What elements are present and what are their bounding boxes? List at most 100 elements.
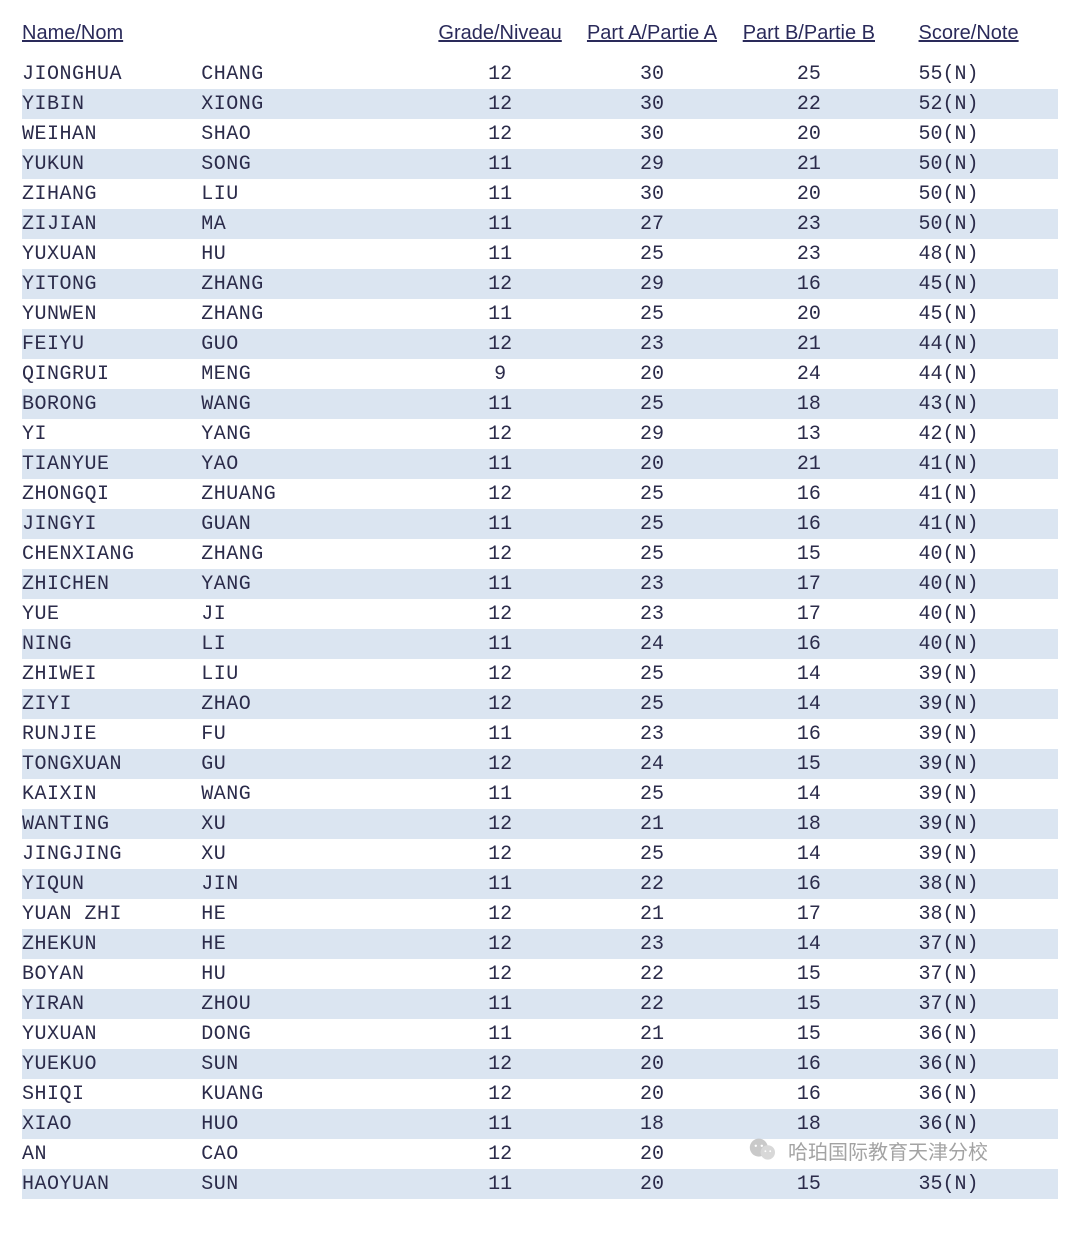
cell-last: ZHOU: [201, 993, 425, 1016]
cell-parta: 25: [575, 513, 729, 536]
cell-parta: 18: [575, 1113, 729, 1136]
cell-parta: 25: [575, 243, 729, 266]
cell-parta: 25: [575, 693, 729, 716]
cell-first: ZHICHEN: [22, 573, 201, 596]
cell-last: YANG: [201, 573, 425, 596]
cell-first: YIQUN: [22, 873, 201, 896]
cell-first: ZIHANG: [22, 183, 201, 206]
cell-parta: 25: [575, 393, 729, 416]
cell-partb: 20: [729, 123, 888, 146]
cell-first: AN: [22, 1143, 201, 1166]
cell-grade: 11: [425, 213, 574, 236]
cell-first: WANTING: [22, 813, 201, 836]
cell-score: 41(N): [889, 513, 1058, 536]
cell-first: WEIHAN: [22, 123, 201, 146]
cell-score: 40(N): [889, 603, 1058, 626]
cell-score: 41(N): [889, 453, 1058, 476]
table-row: YUAN ZHIHE12211738(N): [22, 899, 1058, 929]
cell-first: JINGJING: [22, 843, 201, 866]
cell-partb: 16: [729, 633, 888, 656]
cell-first: YUXUAN: [22, 1023, 201, 1046]
cell-last: XU: [201, 843, 425, 866]
cell-partb: 15: [729, 753, 888, 776]
cell-score: 42(N): [889, 423, 1058, 446]
cell-last: FU: [201, 723, 425, 746]
cell-partb: 16: [729, 483, 888, 506]
cell-last: YAO: [201, 453, 425, 476]
cell-grade: 12: [425, 123, 574, 146]
cell-last: MENG: [201, 363, 425, 386]
cell-first: BOYAN: [22, 963, 201, 986]
cell-first: RUNJIE: [22, 723, 201, 746]
cell-last: JI: [201, 603, 425, 626]
cell-grade: 11: [425, 1173, 574, 1196]
cell-first: NING: [22, 633, 201, 656]
cell-score: 43(N): [889, 393, 1058, 416]
cell-score: 38(N): [889, 903, 1058, 926]
cell-last: XIONG: [201, 93, 425, 116]
cell-partb: 13: [729, 423, 888, 446]
cell-last: GUO: [201, 333, 425, 356]
table-row: JINGYIGUAN11251641(N): [22, 509, 1058, 539]
cell-score: 39(N): [889, 783, 1058, 806]
table-row: ZHIWEILIU12251439(N): [22, 659, 1058, 689]
cell-grade: 12: [425, 333, 574, 356]
cell-partb: 23: [729, 213, 888, 236]
cell-first: HAOYUAN: [22, 1173, 201, 1196]
cell-first: ZIJIAN: [22, 213, 201, 236]
cell-first: ZHONGQI: [22, 483, 201, 506]
table-row: FEIYUGUO12232144(N): [22, 329, 1058, 359]
cell-first: KAIXIN: [22, 783, 201, 806]
cell-grade: 11: [425, 633, 574, 656]
table-row: YIRANZHOU11221537(N): [22, 989, 1058, 1019]
table-row: XIAOHUO11181836(N): [22, 1109, 1058, 1139]
cell-first: TIANYUE: [22, 453, 201, 476]
cell-grade: 11: [425, 243, 574, 266]
cell-partb: 15: [729, 543, 888, 566]
cell-last: LIU: [201, 183, 425, 206]
cell-parta: 24: [575, 633, 729, 656]
cell-parta: 23: [575, 333, 729, 356]
cell-grade: 12: [425, 543, 574, 566]
cell-last: ZHAO: [201, 693, 425, 716]
cell-partb: 15: [729, 1023, 888, 1046]
cell-score: 36(N): [889, 1053, 1058, 1076]
cell-score: 55(N): [889, 63, 1058, 86]
table-row: WANTINGXU12211839(N): [22, 809, 1058, 839]
cell-parta: 23: [575, 573, 729, 596]
cell-parta: 23: [575, 723, 729, 746]
cell-grade: 12: [425, 693, 574, 716]
cell-parta: 22: [575, 873, 729, 896]
cell-parta: 25: [575, 483, 729, 506]
cell-partb: 22: [729, 93, 888, 116]
cell-last: XU: [201, 813, 425, 836]
cell-partb: 16: [729, 273, 888, 296]
cell-first: ZHEKUN: [22, 933, 201, 956]
cell-last: WANG: [201, 783, 425, 806]
cell-parta: 23: [575, 933, 729, 956]
cell-score: 37(N): [889, 933, 1058, 956]
cell-parta: 30: [575, 123, 729, 146]
cell-grade: 11: [425, 573, 574, 596]
cell-grade: 11: [425, 873, 574, 896]
cell-last: MA: [201, 213, 425, 236]
cell-score: 37(N): [889, 963, 1058, 986]
table-row: YUXUANDONG11211536(N): [22, 1019, 1058, 1049]
table-row: QINGRUIMENG9202444(N): [22, 359, 1058, 389]
cell-score: 45(N): [889, 303, 1058, 326]
table-row: RUNJIEFU11231639(N): [22, 719, 1058, 749]
cell-score: 39(N): [889, 843, 1058, 866]
cell-score: 39(N): [889, 753, 1058, 776]
cell-first: QINGRUI: [22, 363, 201, 386]
cell-first: JIONGHUA: [22, 63, 201, 86]
cell-score: 44(N): [889, 333, 1058, 356]
cell-parta: 20: [575, 1143, 729, 1166]
cell-grade: 12: [425, 753, 574, 776]
cell-partb: 15: [729, 963, 888, 986]
cell-grade: 11: [425, 993, 574, 1016]
header-parta: Part A/Partie A: [575, 22, 729, 45]
cell-grade: 11: [425, 453, 574, 476]
cell-last: HU: [201, 243, 425, 266]
table-row: YIBINXIONG12302252(N): [22, 89, 1058, 119]
cell-grade: 12: [425, 813, 574, 836]
